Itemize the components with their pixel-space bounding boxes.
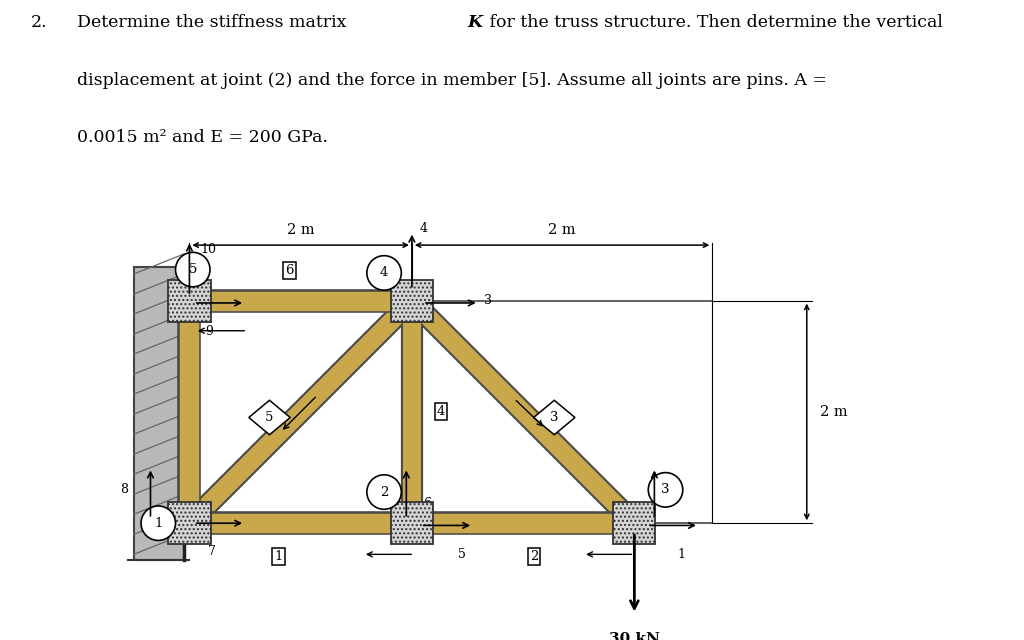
Text: for the truss structure. Then determine the vertical: for the truss structure. Then determine … <box>484 14 943 31</box>
Text: K: K <box>467 14 482 31</box>
Text: 2.: 2. <box>31 14 47 31</box>
Polygon shape <box>534 400 574 435</box>
Bar <box>168 502 211 545</box>
Text: 6: 6 <box>286 264 294 277</box>
Text: 1: 1 <box>677 548 685 561</box>
Text: 7: 7 <box>208 545 216 559</box>
Bar <box>391 502 433 545</box>
Text: 2 m: 2 m <box>548 223 575 237</box>
Text: 4: 4 <box>380 266 388 280</box>
Text: 5: 5 <box>458 548 466 561</box>
Text: 9: 9 <box>206 325 213 338</box>
Text: 3: 3 <box>484 294 493 307</box>
Text: Determine the stiffness matrix: Determine the stiffness matrix <box>77 14 351 31</box>
Polygon shape <box>249 400 290 435</box>
Text: 8: 8 <box>120 483 128 497</box>
Text: 4: 4 <box>436 406 445 419</box>
Bar <box>168 280 211 322</box>
Text: 10: 10 <box>201 243 216 256</box>
Text: 2: 2 <box>674 486 681 499</box>
Text: 3: 3 <box>662 483 670 497</box>
Text: 2: 2 <box>380 486 388 499</box>
Circle shape <box>367 475 401 509</box>
Text: 2: 2 <box>530 550 539 563</box>
Text: 0.0015 m² and E = 200 GPa.: 0.0015 m² and E = 200 GPa. <box>77 129 328 146</box>
Circle shape <box>141 506 175 540</box>
Text: 2 m: 2 m <box>287 223 314 237</box>
Text: displacement at joint (2) and the force in member [5]. Assume all joints are pin: displacement at joint (2) and the force … <box>77 72 826 89</box>
Circle shape <box>648 472 683 507</box>
Text: 5: 5 <box>265 411 273 424</box>
Bar <box>613 502 655 545</box>
Bar <box>391 280 433 322</box>
Text: 3: 3 <box>550 411 558 424</box>
Circle shape <box>175 252 210 287</box>
Text: 4: 4 <box>420 222 428 235</box>
Text: 6: 6 <box>423 497 431 509</box>
Text: 2 m: 2 m <box>820 405 848 419</box>
Text: 5: 5 <box>188 263 197 276</box>
Circle shape <box>367 255 401 290</box>
Text: 1: 1 <box>274 550 283 563</box>
Bar <box>134 268 184 560</box>
Text: 1: 1 <box>154 516 163 530</box>
Text: 30 kN: 30 kN <box>609 632 659 640</box>
